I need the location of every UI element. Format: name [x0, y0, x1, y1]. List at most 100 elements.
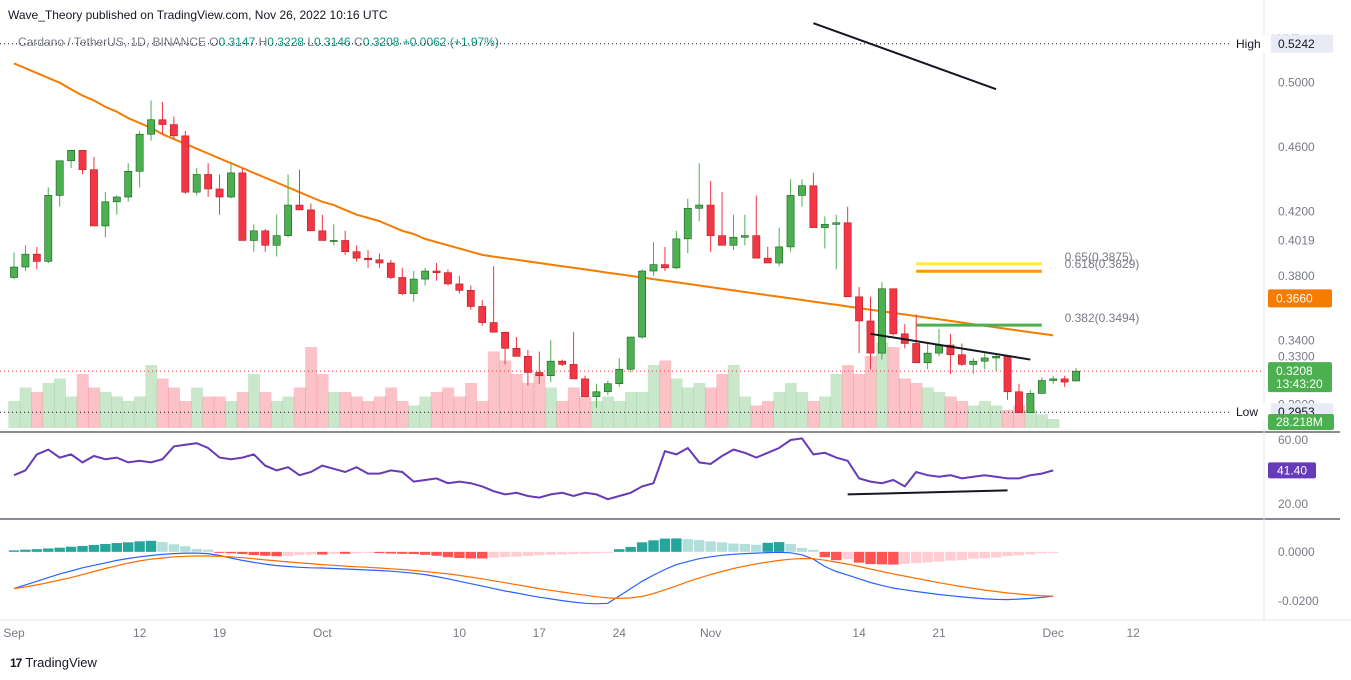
price-tag-label: High	[1236, 37, 1261, 51]
candle-body	[638, 270, 646, 338]
macd-histogram-bar	[20, 549, 31, 552]
macd-histogram-bar	[111, 543, 122, 552]
volume-bar	[8, 401, 21, 428]
candle-body	[706, 204, 715, 236]
candle-body	[855, 296, 863, 322]
candle-body	[21, 253, 30, 268]
candle-body	[798, 185, 806, 196]
candle-body	[535, 372, 544, 376]
macd-histogram-bar	[671, 538, 682, 552]
volume-bar	[385, 387, 398, 428]
macd-histogram-bar	[180, 546, 191, 552]
macd-histogram-bar	[728, 543, 739, 552]
price-tag-label-bg	[1229, 34, 1271, 53]
macd-histogram-bar	[100, 544, 111, 552]
macd-histogram-bar	[488, 551, 499, 558]
volume-bar	[887, 347, 900, 428]
volume-bar	[76, 374, 89, 428]
close-label: C	[354, 35, 363, 49]
volume-bar	[19, 387, 32, 428]
macd-histogram-bar	[65, 546, 77, 552]
time-tick-label: 21	[932, 626, 946, 640]
macd-histogram-bar	[191, 548, 202, 552]
volume-bar	[853, 374, 866, 428]
volume-bar	[442, 387, 455, 428]
fib-level-label: 0.65(0.3875)	[1065, 250, 1133, 264]
macd-histogram-bar	[956, 551, 968, 561]
volume-bar	[624, 392, 637, 428]
candle-body	[398, 277, 407, 294]
macd-histogram-bar	[339, 551, 351, 554]
open-value: 0.3147	[218, 35, 256, 49]
last-price-text: 0.3208	[1276, 364, 1313, 378]
macd-histogram-bar	[876, 551, 888, 565]
volume-bar	[921, 387, 934, 428]
macd-histogram-bar	[636, 542, 648, 552]
macd-histogram-bar	[945, 551, 956, 561]
macd-histogram-bar	[1036, 551, 1048, 554]
candle-body	[101, 201, 110, 227]
macd-histogram-bar	[693, 540, 705, 552]
brand-name: TradingView	[25, 655, 97, 670]
candle-body	[204, 174, 213, 190]
macd-histogram-bar	[282, 551, 294, 557]
volume-bar	[978, 401, 991, 428]
macd-histogram-bar	[773, 542, 785, 552]
macd-histogram-bar	[43, 548, 54, 552]
volume-bar	[305, 347, 318, 428]
volume-bar	[727, 365, 740, 428]
volume-bar	[316, 374, 329, 428]
macd-histogram-bar	[739, 544, 751, 552]
macd-histogram-bar	[899, 551, 910, 564]
time-tick-label: Sep	[3, 626, 25, 640]
volume-bar	[579, 396, 592, 428]
change-value: +0.0062 (+1.97%)	[402, 35, 499, 49]
high-label: H	[258, 35, 268, 49]
candle-body	[878, 288, 886, 354]
macd-histogram-bar	[499, 551, 511, 557]
volume-value-text: 28.218M	[1276, 415, 1323, 429]
macd-histogram-bar	[305, 551, 317, 555]
open-label: O	[209, 35, 219, 49]
macd-histogram-bar	[31, 549, 43, 552]
price-tick-label: 0.4019	[1278, 234, 1315, 248]
candle-body	[1015, 391, 1023, 413]
volume-bar	[328, 392, 340, 428]
candle-body	[444, 272, 452, 285]
candle-body	[272, 235, 281, 246]
macd-histogram-bar	[545, 551, 556, 555]
volume-bar	[179, 401, 192, 428]
candle-body	[284, 204, 292, 236]
candle-body	[124, 170, 133, 198]
candle-body	[478, 306, 487, 323]
price-tag-label: Low	[1236, 405, 1258, 419]
volume-bar	[168, 387, 181, 428]
macd-histogram-bar	[831, 551, 842, 561]
volume-bar	[293, 387, 306, 428]
volume-bar	[430, 392, 443, 428]
volume-value-tag	[1268, 414, 1334, 430]
candle-body	[295, 204, 304, 211]
candle-body	[615, 368, 624, 385]
volume-bar	[487, 351, 500, 428]
volume-bar	[819, 396, 832, 428]
macd-histogram-bar	[819, 551, 831, 558]
volume-bar	[1036, 414, 1049, 428]
volume-bar	[522, 383, 535, 428]
symbol-name: Cardano / TetherUS, 1D, BINANCE	[18, 35, 206, 49]
volume-bar	[876, 342, 889, 428]
volume-bar	[510, 374, 523, 428]
macd-histogram-bar	[465, 551, 477, 559]
macd-histogram-bar	[385, 551, 397, 554]
volume-bar	[773, 392, 786, 428]
volume-bar	[567, 387, 580, 428]
volume-bar	[407, 405, 420, 428]
macd-histogram-bar	[511, 551, 522, 557]
fib-level-label: 0.618(0.3829)	[1065, 257, 1140, 271]
macd-histogram-bar	[705, 541, 716, 552]
macd-histogram-bar	[659, 538, 671, 552]
candle-body	[90, 169, 98, 227]
trendline	[870, 332, 1031, 361]
tradingview-brand[interactable]: 17 TradingView	[10, 655, 97, 670]
